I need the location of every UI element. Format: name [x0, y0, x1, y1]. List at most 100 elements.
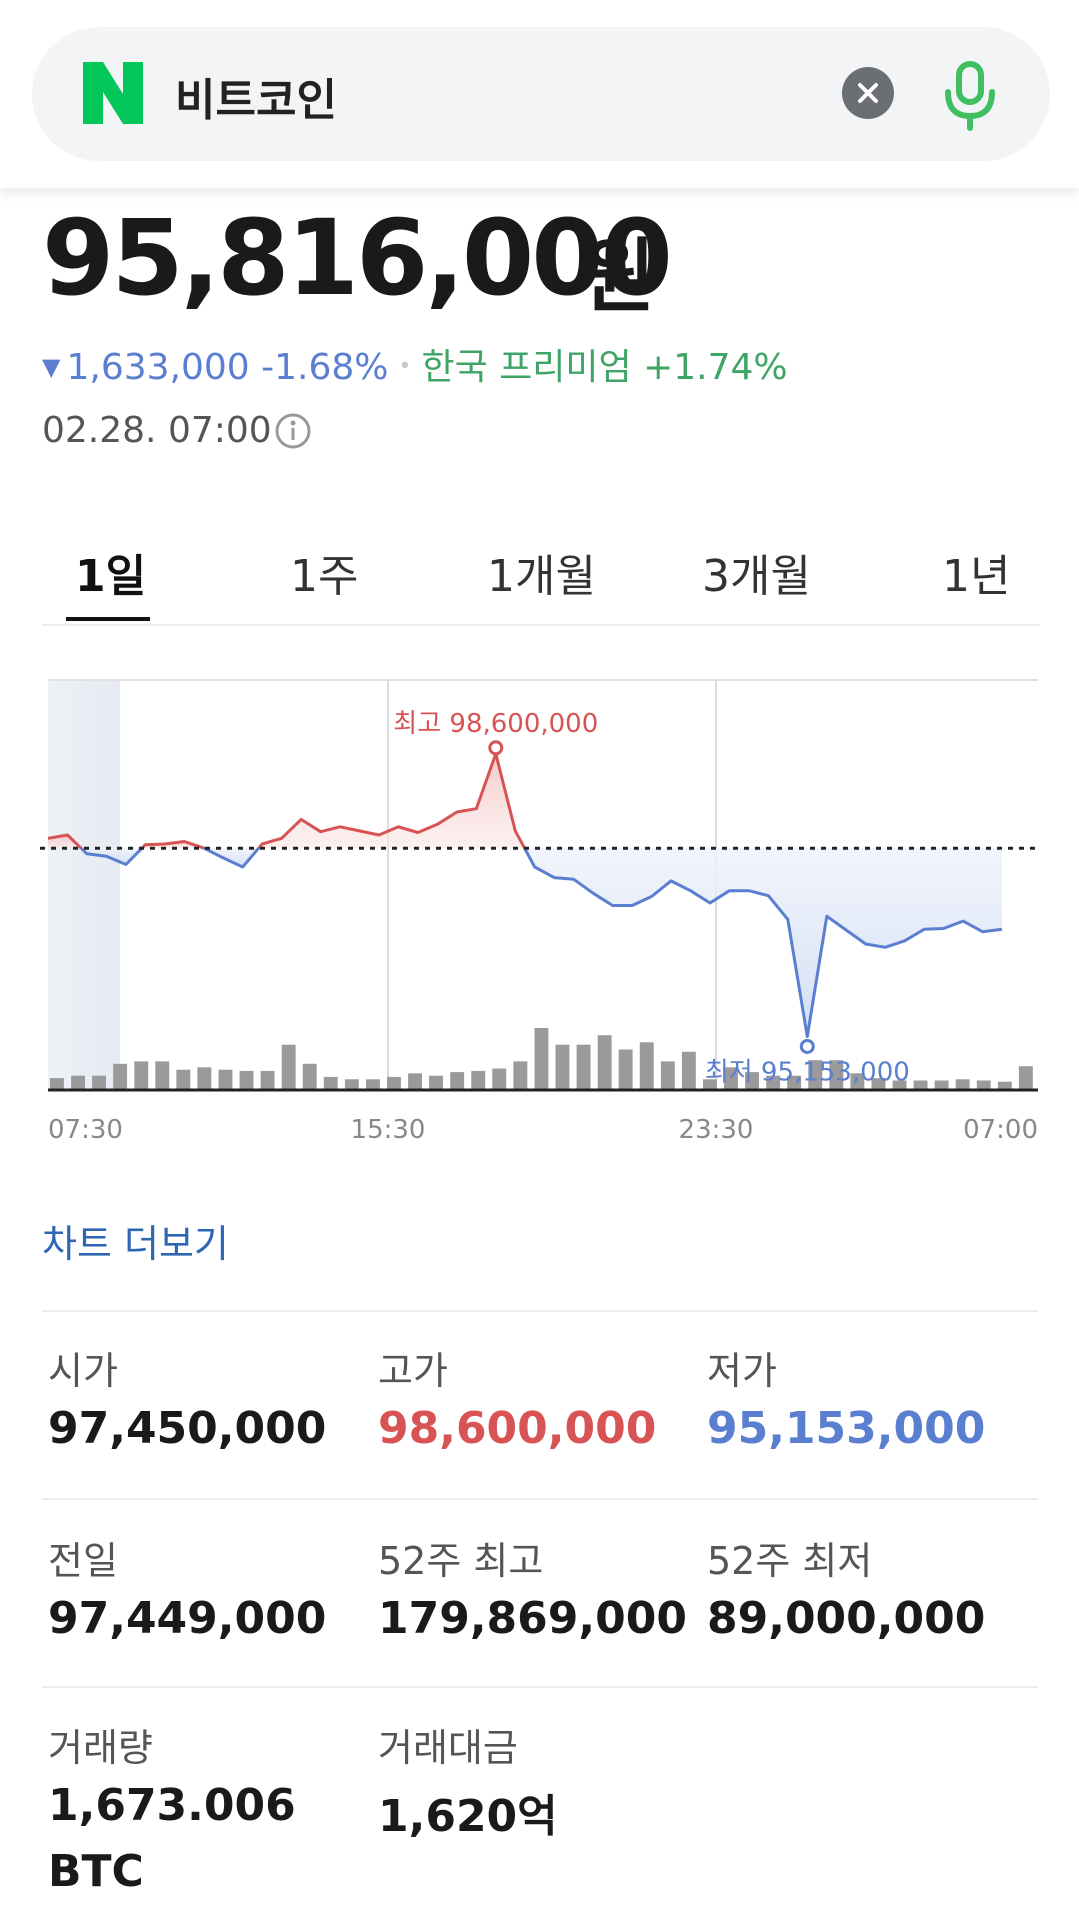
- volume-bar: [555, 1044, 570, 1090]
- volume-bar: [366, 1079, 380, 1090]
- low-annotation: 최저 95,153,000: [705, 1057, 910, 1087]
- stat-label-volume: 거래량: [48, 1726, 153, 1770]
- volume-bar: [787, 1075, 802, 1090]
- period-tabs: 1일 1주 1개월 3개월 1년: [42, 530, 1040, 626]
- volume-bar: [176, 1069, 191, 1090]
- divider: [42, 1310, 1038, 1312]
- volume-bar: [766, 1075, 781, 1090]
- price-series: 최고 98,600,000 최저 95,153,000: [40, 709, 1040, 1087]
- volume-bar: [92, 1075, 106, 1090]
- volume-bar: [997, 1081, 1012, 1090]
- stat-label-52w-low: 52주 최저: [707, 1539, 873, 1583]
- active-tab-indicator: [66, 617, 150, 621]
- stat-label-52w-high: 52주 최고: [378, 1539, 544, 1583]
- volume-bar: [534, 1028, 549, 1090]
- volume-bar: [576, 1044, 591, 1090]
- price-line-down: [80, 847, 144, 866]
- volume-bar: [703, 1079, 717, 1090]
- volume-bar: [892, 1080, 907, 1090]
- down-arrow-icon: ▼: [42, 353, 61, 381]
- stat-value-trade-value: 1,620억: [378, 1791, 558, 1842]
- volume-bar: [513, 1061, 528, 1090]
- volume-bar: [344, 1079, 359, 1090]
- volume-bar: [639, 1042, 654, 1090]
- stat-label-trade-value: 거래대금: [378, 1726, 518, 1770]
- quote-timestamp: 02.28. 07:00: [42, 410, 272, 451]
- price-line-down: [203, 846, 260, 869]
- volume-bar: [934, 1080, 949, 1090]
- volume-bar: [660, 1061, 675, 1090]
- high-marker: [488, 740, 504, 756]
- x-tick-label: 23:30: [679, 1115, 754, 1145]
- tab-1day[interactable]: 1일: [75, 551, 147, 602]
- volume-bar: [976, 1080, 991, 1090]
- volume-bar: [408, 1073, 422, 1090]
- naver-logo-icon[interactable]: [83, 62, 143, 124]
- price-change: 1,633,000 -1.68%: [66, 347, 389, 388]
- volume-bar: [724, 1067, 738, 1090]
- microphone-icon[interactable]: [940, 60, 1000, 132]
- volume-bar: [387, 1076, 401, 1090]
- high-annotation: 최고 98,600,000: [393, 709, 598, 739]
- price-line-up: [257, 752, 526, 850]
- search-query[interactable]: 비트코인: [175, 75, 337, 126]
- price-area-up: [258, 753, 525, 849]
- volume-bar: [113, 1063, 128, 1090]
- pre-period-shade: [48, 680, 120, 1090]
- price-change-row: ▼ 1,633,000 -1.68% • 한국 프리미엄 +1.74%: [42, 338, 788, 390]
- stat-label-prev-close: 전일: [48, 1539, 118, 1583]
- volume-bar: [850, 1073, 865, 1090]
- price-area-down: [81, 848, 142, 865]
- divider: [42, 1686, 1038, 1688]
- x-tick-label: 07:30: [48, 1115, 123, 1145]
- volume-bar: [492, 1068, 507, 1090]
- volume-bar: [955, 1079, 970, 1090]
- tab-1week[interactable]: 1주: [290, 551, 359, 602]
- stat-label-low: 저가: [707, 1349, 777, 1393]
- x-tick-label: 15:30: [351, 1115, 426, 1145]
- price-area-down: [524, 848, 1002, 1037]
- stat-label-open: 시가: [48, 1349, 118, 1393]
- current-price: 95,816,000: [42, 197, 673, 319]
- volume-bar: [218, 1069, 233, 1090]
- volume-bar: [1018, 1066, 1033, 1090]
- volume-bar: [681, 1051, 696, 1090]
- low-marker: [799, 1038, 815, 1054]
- korea-premium: 한국 프리미엄 +1.74%: [421, 347, 788, 388]
- price-chart[interactable]: 최고 98,600,000 최저 95,153,000 07:30 15:30 2…: [40, 650, 1040, 1150]
- volume-bar: [450, 1072, 465, 1090]
- clear-search-button[interactable]: [842, 67, 894, 119]
- stat-value-low: 95,153,000: [707, 1403, 986, 1454]
- stat-value-volume: 1,673.006: [48, 1780, 296, 1831]
- volume-bar: [871, 1078, 886, 1090]
- price-line-up: [140, 840, 206, 850]
- volume-bar: [71, 1075, 85, 1090]
- separator-dot: •: [398, 354, 412, 379]
- volume-bar: [155, 1061, 170, 1090]
- search-header: 비트코인: [0, 0, 1079, 188]
- volume-bar: [281, 1044, 296, 1090]
- price-line-up: [47, 833, 83, 850]
- volume-bar: [808, 1060, 823, 1090]
- stat-value-volume-unit: BTC: [48, 1846, 144, 1897]
- stat-value-prev-close: 97,449,000: [48, 1593, 327, 1644]
- tab-1year[interactable]: 1년: [942, 551, 1011, 602]
- volume-bar: [829, 1060, 844, 1090]
- tab-3months[interactable]: 3개월: [702, 551, 811, 602]
- volume-bars: [50, 1028, 1033, 1090]
- volume-bar: [913, 1080, 928, 1090]
- price-unit: 원: [582, 230, 656, 323]
- volume-bar: [50, 1078, 64, 1090]
- volume-bar: [597, 1035, 612, 1090]
- more-chart-link[interactable]: 차트 더보기: [42, 1222, 229, 1266]
- close-icon: [858, 83, 878, 103]
- volume-bar: [260, 1070, 275, 1090]
- info-icon[interactable]: [274, 412, 312, 450]
- volume-bar: [429, 1075, 443, 1090]
- volume-bar: [323, 1076, 338, 1090]
- volume-bar: [302, 1063, 317, 1090]
- x-tick-label: 07:00: [963, 1115, 1038, 1145]
- divider: [42, 1498, 1038, 1500]
- tab-1month[interactable]: 1개월: [487, 551, 596, 602]
- stat-value-open: 97,450,000: [48, 1403, 327, 1454]
